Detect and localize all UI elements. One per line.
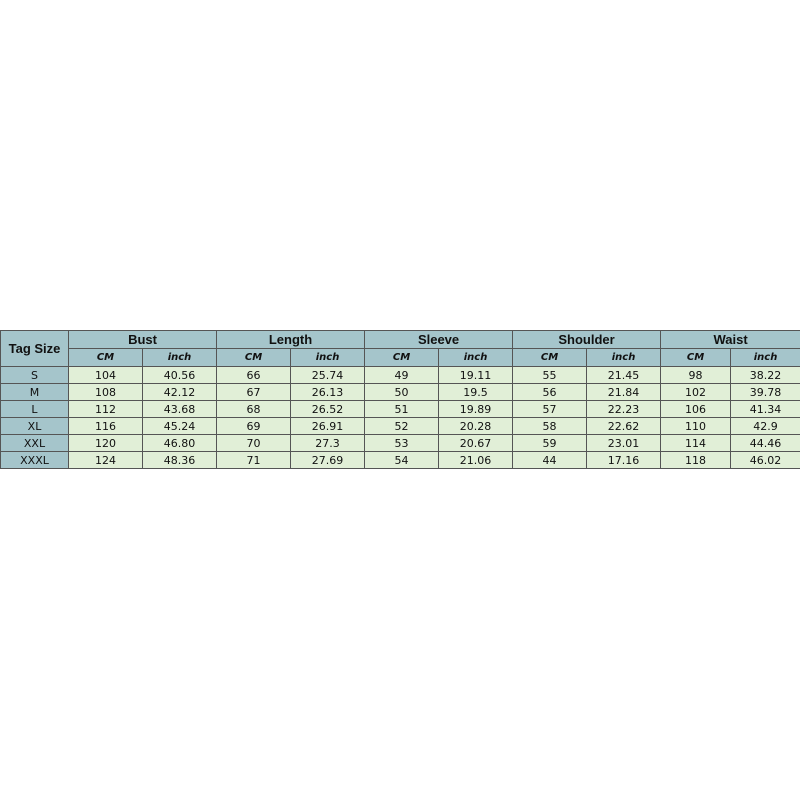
value-cell: 26.13	[290, 383, 366, 401]
size-cell: S	[0, 366, 69, 384]
value-cell: 116	[68, 417, 143, 435]
tag-size-header: Tag Size	[0, 330, 69, 367]
value-cell: 26.91	[290, 417, 366, 435]
group-header: Waist	[660, 330, 800, 349]
unit-header-row: CM inch CM inch CM inch CM inch CM inch	[1, 348, 800, 367]
value-cell: 44	[512, 451, 588, 469]
value-cell: 57	[512, 400, 588, 418]
value-cell: 42.12	[141, 383, 218, 401]
value-cell: 71	[216, 451, 292, 469]
size-cell: M	[0, 383, 69, 401]
size-cell: XL	[0, 417, 69, 435]
group-header: Shoulder	[512, 330, 662, 349]
unit-header: inch	[586, 348, 662, 367]
value-cell: 20.28	[438, 417, 514, 435]
value-cell: 19.89	[438, 400, 514, 418]
value-cell: 59	[512, 434, 588, 452]
unit-header: inch	[141, 348, 218, 367]
value-cell: 51	[364, 400, 440, 418]
value-cell: 42.9	[730, 417, 800, 435]
value-cell: 49	[364, 366, 440, 384]
value-cell: 110	[660, 417, 732, 435]
size-cell: XXXL	[0, 451, 69, 469]
value-cell: 20.67	[438, 434, 514, 452]
unit-header: CM	[512, 348, 588, 367]
value-cell: 52	[364, 417, 440, 435]
value-cell: 98	[660, 366, 732, 384]
value-cell: 104	[68, 366, 143, 384]
value-cell: 112	[68, 400, 143, 418]
value-cell: 21.06	[438, 451, 514, 469]
value-cell: 53	[364, 434, 440, 452]
unit-header: CM	[68, 348, 143, 367]
size-chart-table: Tag Size Bust Length Sleeve Shoulder Waist C…	[0, 330, 800, 469]
value-cell: 25.74	[290, 366, 366, 384]
value-cell: 21.45	[586, 366, 662, 384]
table-row: L 112 43.68 68 26.52 51 19.89 57 22.23 106 41.34	[0, 400, 800, 418]
value-cell: 58	[512, 417, 588, 435]
unit-header: inch	[730, 348, 800, 367]
table-row: M 108 42.12 67 26.13 50 19.5 56 21.84 102 39.78	[0, 383, 800, 401]
value-cell: 68	[216, 400, 292, 418]
table-row: XXXL 124 48.36 71 27.69 54 21.06 44 17.16 118 46.0…	[0, 451, 800, 469]
group-header-row: Tag Size Bust Length Sleeve Shoulder Waist	[0, 330, 800, 367]
value-cell: 55	[512, 366, 588, 384]
value-cell: 66	[216, 366, 292, 384]
value-cell: 46.02	[730, 451, 800, 469]
value-cell: 43.68	[141, 400, 218, 418]
value-cell: 106	[660, 400, 732, 418]
value-cell: 17.16	[586, 451, 662, 469]
size-cell: XXL	[0, 434, 69, 452]
group-header: Bust	[67, 330, 218, 349]
value-cell: 56	[512, 383, 588, 401]
value-cell: 21.84	[586, 383, 662, 401]
value-cell: 27.3	[290, 434, 366, 452]
unit-header: CM	[364, 348, 440, 367]
value-cell: 39.78	[730, 383, 800, 401]
value-cell: 50	[364, 383, 440, 401]
table-row: XL 116 45.24 69 26.91 52 20.28 58 22.62 110 42.9	[0, 417, 800, 435]
value-cell: 46.80	[141, 434, 218, 452]
value-cell: 23.01	[586, 434, 662, 452]
value-cell: 19.5	[438, 383, 514, 401]
value-cell: 41.34	[730, 400, 800, 418]
unit-header: inch	[290, 348, 366, 367]
value-cell: 102	[660, 383, 732, 401]
value-cell: 22.23	[586, 400, 662, 418]
value-cell: 67	[216, 383, 292, 401]
value-cell: 118	[660, 451, 732, 469]
value-cell: 120	[68, 434, 143, 452]
value-cell: 40.56	[141, 366, 218, 384]
size-cell: L	[0, 400, 69, 418]
value-cell: 19.11	[438, 366, 514, 384]
value-cell: 26.52	[290, 400, 366, 418]
group-header: Length	[216, 330, 366, 349]
value-cell: 114	[660, 434, 732, 452]
value-cell: 70	[216, 434, 292, 452]
value-cell: 48.36	[141, 451, 218, 469]
value-cell: 27.69	[290, 451, 366, 469]
unit-header: CM	[216, 348, 292, 367]
value-cell: 45.24	[141, 417, 218, 435]
value-cell: 54	[364, 451, 440, 469]
group-header: Sleeve	[364, 330, 514, 349]
table-row: S 104 40.56 66 25.74 49 19.11 55 21.45 98 38.22	[0, 366, 800, 384]
unit-header: CM	[660, 348, 732, 367]
value-cell: 38.22	[730, 366, 800, 384]
value-cell: 124	[68, 451, 143, 469]
value-cell: 69	[216, 417, 292, 435]
value-cell: 22.62	[586, 417, 662, 435]
table-row: XXL 120 46.80 70 27.3 53 20.67 59 23.01 114 44.46	[0, 434, 800, 452]
value-cell: 44.46	[730, 434, 800, 452]
value-cell: 108	[68, 383, 143, 401]
unit-header: inch	[438, 348, 514, 367]
